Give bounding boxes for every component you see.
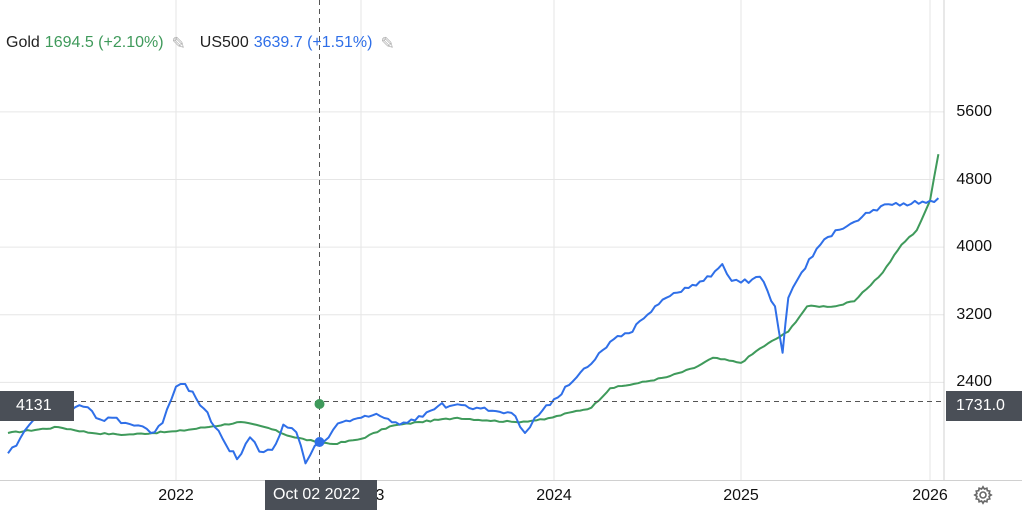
crosshair-right-value: 1731.0 xyxy=(946,391,1022,421)
crosshair-date-label: Oct 02 2022 xyxy=(265,480,377,510)
pencil-icon[interactable]: ✎ xyxy=(380,33,395,53)
y-tick-label: 5600 xyxy=(956,102,992,120)
grid-lines xyxy=(0,0,1022,481)
gear-icon[interactable] xyxy=(973,485,993,505)
crosshair-marker-us500 xyxy=(314,437,325,447)
pencil-icon[interactable]: ✎ xyxy=(171,33,186,53)
legend-gold-value: 1694.5 (+2.10%) xyxy=(44,34,164,51)
crosshair-marker-gold xyxy=(314,399,325,409)
y-tick-label: 4000 xyxy=(956,238,992,256)
legend-gold-symbol[interactable]: Gold xyxy=(6,34,40,51)
x-tick-label: 3 xyxy=(375,487,385,504)
legend-us500-symbol[interactable]: US500 xyxy=(199,34,249,51)
crosshair-left-value: 4131 xyxy=(0,391,74,421)
series-layer xyxy=(7,154,940,465)
legend-us500-value: 3639.7 (+1.51%) xyxy=(253,34,373,51)
legend: Gold 1694.5 (+2.10%) ✎ US500 3639.7 (+1.… xyxy=(6,34,409,52)
y-tick-label: 2400 xyxy=(956,373,992,391)
series-line-gold xyxy=(7,154,940,445)
y-tick-label: 4800 xyxy=(956,170,992,188)
crosshair xyxy=(0,0,944,480)
y-tick-label: 3200 xyxy=(956,305,992,323)
x-tick-label: 2026 xyxy=(912,487,948,504)
x-tick-label: 2025 xyxy=(723,487,759,504)
x-tick-label: 2024 xyxy=(536,487,572,504)
x-tick-label: 2022 xyxy=(158,487,194,504)
series-line-us500 xyxy=(7,197,940,465)
